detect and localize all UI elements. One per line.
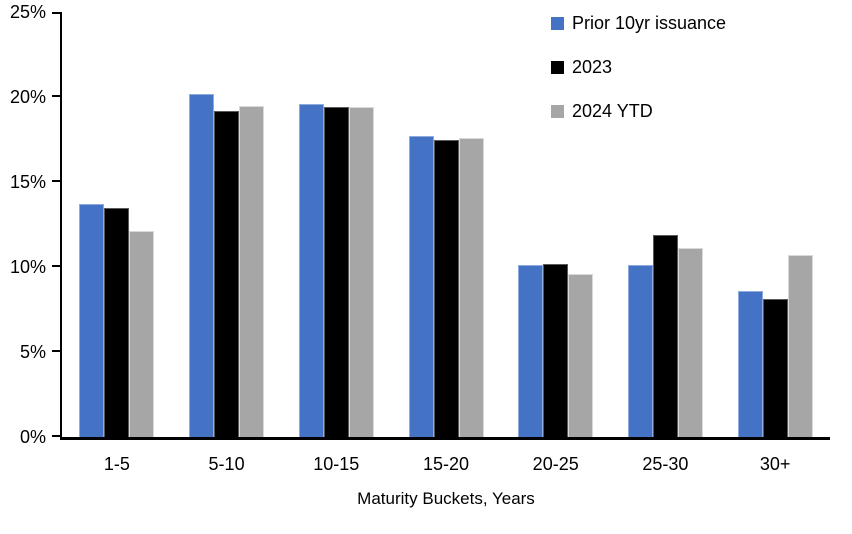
y-axis-tick-25pct <box>52 12 62 14</box>
legend-swatch-icon <box>551 105 564 118</box>
bar-2023-20-25 <box>543 263 569 437</box>
bar-prior-10yr-issuance-30 <box>737 290 763 437</box>
bar-2023-15-20 <box>433 139 459 437</box>
legend-item-2024-ytd: 2024 YTD <box>551 101 726 122</box>
bar-2024-ytd-20-25 <box>568 273 594 437</box>
bar-prior-10yr-issuance-1-5 <box>79 204 105 437</box>
x-tick-label-15-20: 15-20 <box>422 454 470 474</box>
y-axis-tick-20pct <box>52 95 62 97</box>
bar-prior-10yr-issuance-20-25 <box>518 265 544 437</box>
plot-area <box>52 12 830 440</box>
bar-2023-30 <box>762 299 788 437</box>
legend-label-prior-10yr-issuance: Prior 10yr issuance <box>572 13 727 33</box>
legend: Prior 10yr issuance 2023 2024 YTD <box>551 13 726 145</box>
x-tick-label-5-10: 5-10 <box>208 454 245 474</box>
y-axis-tick-5pct <box>52 350 62 352</box>
y-tick-label-10pct: 10% <box>9 257 46 277</box>
legend-label-2023: 2023 <box>572 57 613 77</box>
bar-2024-ytd-5-10 <box>239 105 265 437</box>
y-tick-label-15pct: 15% <box>9 172 46 192</box>
bar-2024-ytd-15-20 <box>458 137 484 437</box>
y-tick-label-0pct: 0% <box>19 427 46 447</box>
bar-2023-1-5 <box>104 207 130 437</box>
x-axis-title: Maturity Buckets, Years <box>357 489 535 508</box>
x-tick-label-25-30: 25-30 <box>642 454 689 474</box>
bar-prior-10yr-issuance-15-20 <box>408 136 434 437</box>
bar-prior-10yr-issuance-25-30 <box>627 265 653 437</box>
legend-label-2024-ytd: 2024 YTD <box>572 101 653 121</box>
legend-swatch-icon <box>551 61 564 74</box>
legend-item-prior-10yr-issuance: Prior 10yr issuance <box>551 13 726 34</box>
bar-2023-25-30 <box>652 234 678 437</box>
legend-item-2023: 2023 <box>551 57 726 78</box>
bar-2024-ytd-1-5 <box>129 231 155 437</box>
y-axis-tick-10pct <box>52 265 62 267</box>
y-tick-label-5pct: 5% <box>19 342 46 362</box>
legend-swatch-icon <box>551 17 564 30</box>
bar-prior-10yr-issuance-5-10 <box>189 93 215 437</box>
y-tick-label-20pct: 20% <box>9 87 46 107</box>
bar-2024-ytd-30 <box>787 255 813 437</box>
bar-prior-10yr-issuance-10-15 <box>298 103 324 437</box>
bar-2024-ytd-10-15 <box>348 107 374 437</box>
x-tick-label-1-5: 1-5 <box>103 454 130 474</box>
y-axis-tick-0pct <box>52 435 62 437</box>
y-tick-label-25pct: 25% <box>9 2 46 22</box>
bar-2023-10-15 <box>323 107 349 437</box>
y-axis-tick-15pct <box>52 180 62 182</box>
bar-2024-ytd-25-30 <box>677 248 703 437</box>
x-tick-label-20-25: 20-25 <box>532 454 579 474</box>
bar-2023-5-10 <box>214 110 240 437</box>
x-tick-label-30: 30+ <box>759 454 791 474</box>
x-tick-label-10-15: 10-15 <box>313 454 360 474</box>
